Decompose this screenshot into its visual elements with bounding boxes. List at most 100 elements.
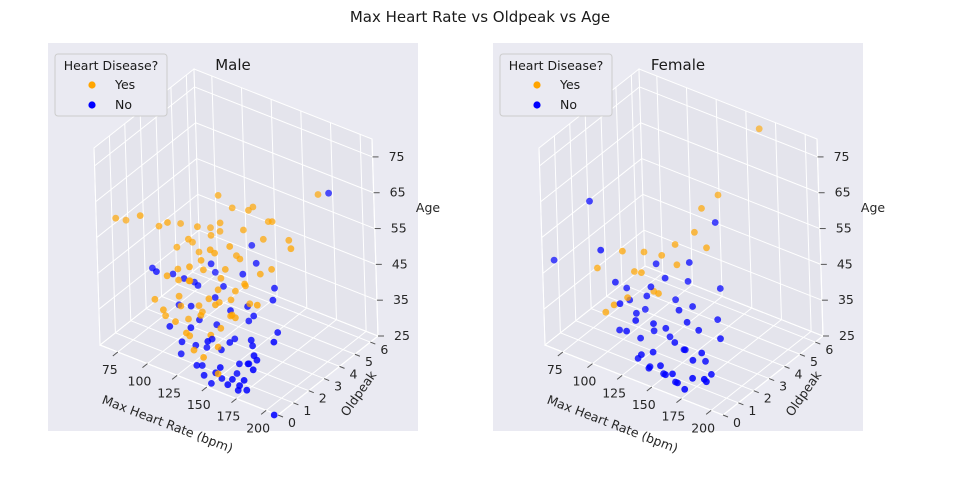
- male-ztick-label: 75: [389, 149, 405, 164]
- male-point-yes: [174, 265, 182, 273]
- male-zgrid-back: [199, 265, 379, 337]
- male-point-yes: [228, 204, 236, 212]
- female-zgrid-left: [541, 158, 643, 238]
- female-point-no: [623, 327, 630, 335]
- figure-suptitle: Max Heart Rate vs Oldpeak vs Age: [350, 8, 610, 26]
- male-point-no: [211, 294, 219, 301]
- male-zlabel: Age: [416, 200, 440, 215]
- female-ztick-label: 55: [836, 221, 852, 236]
- male-xgrid-back: [240, 87, 248, 285]
- male-point-no: [270, 411, 278, 419]
- female-point-no: [689, 303, 696, 310]
- female-ztick-label: 25: [839, 328, 855, 343]
- female-point-no: [671, 339, 679, 346]
- male-xtick-label: 200: [246, 420, 270, 435]
- female-legend-no-label: No: [560, 97, 577, 112]
- male-xgrid-back: [270, 99, 278, 297]
- male-ygrid-left: [108, 135, 116, 333]
- male-point-yes: [236, 255, 244, 263]
- male-point-yes: [232, 287, 239, 295]
- female-point-yes: [640, 248, 648, 256]
- female-point-no: [650, 327, 658, 335]
- female-ygrid-left: [553, 135, 561, 333]
- female-xtick-mark: [557, 351, 564, 357]
- male-xtick-mark: [201, 386, 208, 392]
- male-ytick-label: 3: [334, 379, 342, 394]
- female-point-no: [698, 349, 706, 357]
- male-zgrid-back: [194, 86, 373, 158]
- female-zgrid-back: [642, 193, 822, 265]
- male-point-yes: [227, 296, 235, 304]
- male-xgrid-floor: [206, 307, 308, 388]
- female-point-no: [674, 379, 681, 387]
- male-xgrid-floor: [265, 330, 367, 411]
- male-point-no: [224, 381, 232, 389]
- female-ytick-label: 0: [733, 415, 741, 430]
- male-point-yes: [216, 219, 224, 227]
- male-ztick-label: 35: [393, 292, 409, 307]
- male-xtick-mark: [142, 363, 148, 369]
- female-point-no: [637, 334, 644, 342]
- female-point-no: [695, 326, 703, 334]
- female-ztick-label: 75: [834, 149, 850, 164]
- male-point-no: [236, 360, 243, 368]
- female-point-no: [716, 285, 724, 292]
- male-xtick-mark: [171, 374, 178, 380]
- male-ygrid-left: [93, 147, 101, 346]
- female-ygrid-floor: [621, 283, 801, 355]
- female-xgrid-floor: [710, 330, 812, 411]
- male-xtick-mark: [112, 351, 119, 357]
- female-ygrid-left: [584, 111, 592, 309]
- male-ygrid-left: [155, 99, 163, 297]
- female-xgrid-floor: [681, 319, 782, 400]
- female-points-layer: [550, 125, 763, 393]
- female-xgrid-back: [745, 110, 753, 309]
- female-point-yes: [610, 301, 618, 309]
- male-point-yes: [197, 257, 205, 264]
- female-point-no: [714, 316, 722, 323]
- male-point-yes: [185, 277, 193, 285]
- female-legend-yes-label: Yes: [559, 77, 580, 92]
- female-ygrid-left: [538, 147, 546, 346]
- male-point-yes: [287, 245, 295, 253]
- female-x-axis-line: [544, 344, 724, 416]
- male-point-yes: [162, 312, 170, 320]
- female-point-no: [643, 292, 651, 300]
- male-point-no: [271, 284, 278, 292]
- male-point-yes: [177, 302, 185, 310]
- male-point-no: [194, 282, 202, 289]
- female-xtick-label: 100: [573, 374, 597, 389]
- female-point-no: [597, 246, 605, 254]
- female-xtick-label: 200: [691, 420, 715, 435]
- female-ytick-mark: [722, 414, 729, 418]
- female-ygrid-floor: [575, 320, 754, 392]
- female-ytick-label: 1: [748, 403, 756, 418]
- male-xgrid-back: [329, 122, 337, 320]
- male-point-yes: [200, 354, 208, 361]
- female-xtick-label: 125: [602, 385, 626, 400]
- female-point-yes: [655, 290, 662, 297]
- male-point-yes: [195, 302, 203, 309]
- female-point-no: [708, 371, 715, 378]
- male-legend: Heart Disease? Yes No: [54, 53, 168, 117]
- male-point-no: [250, 312, 258, 320]
- male-point-no: [270, 338, 278, 346]
- female-point-yes: [673, 261, 681, 269]
- male-point-no: [200, 371, 208, 379]
- female-zgrid-left: [542, 193, 644, 274]
- female-point-no: [661, 274, 669, 282]
- male-point-yes: [217, 324, 225, 332]
- male-ytick-mark: [370, 341, 376, 345]
- male-point-yes: [195, 248, 203, 256]
- female-ytick-mark: [799, 353, 806, 357]
- male-xgrid-floor: [176, 295, 278, 376]
- female-point-no: [647, 283, 655, 291]
- female-point-no: [689, 374, 696, 382]
- male-point-yes: [186, 263, 193, 271]
- male-xgrid-back: [211, 75, 219, 274]
- male-point-no: [193, 362, 201, 369]
- male-point-no: [274, 329, 282, 336]
- male-point-no: [211, 268, 219, 276]
- male-x-axis-line: [99, 344, 279, 416]
